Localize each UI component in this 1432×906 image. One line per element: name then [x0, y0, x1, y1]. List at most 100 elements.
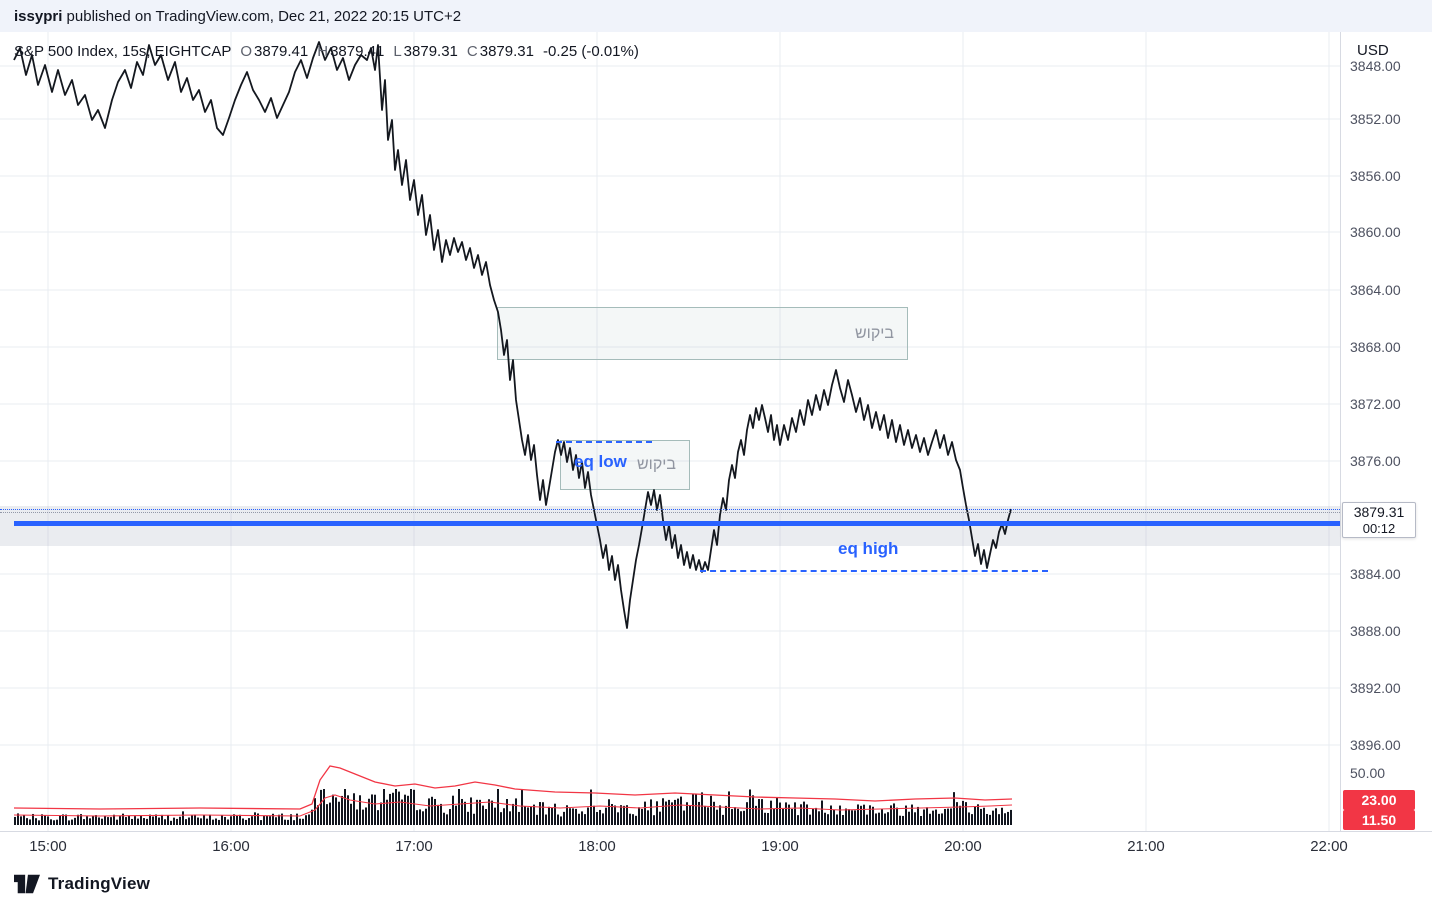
- volume-bar: [290, 814, 292, 825]
- volume-bar: [557, 814, 559, 825]
- volume-bar: [635, 815, 637, 825]
- volume-bar: [707, 807, 709, 825]
- volume-bar: [599, 809, 601, 825]
- volume-bar: [398, 791, 400, 825]
- volume-ma-line-2: [13, 794, 1013, 817]
- volume-bar: [83, 819, 85, 825]
- price-scale[interactable]: USD 3879.31 00:12 3848.00 3852.00 3856.00 3…: [1340, 32, 1432, 831]
- volume-bar: [428, 798, 430, 825]
- volume-bar: [104, 816, 106, 825]
- price-tick: 3856.00: [1350, 168, 1401, 184]
- volume-bar: [377, 810, 379, 825]
- volume-bar: [56, 819, 58, 825]
- horizontal-line-drawing[interactable]: [14, 521, 1340, 526]
- chart-canvas[interactable]: ביקוש ביקוש eq low eq high S&P 500 Index…: [0, 32, 1340, 831]
- volume-bar: [917, 806, 919, 825]
- volume-bar: [452, 795, 454, 825]
- bar-countdown: 00:12: [1362, 521, 1396, 536]
- volume-bar: [893, 803, 895, 825]
- volume-bar: [296, 813, 298, 825]
- volume-bar: [200, 818, 202, 825]
- volume-bar: [389, 793, 391, 825]
- volume-bar: [995, 808, 997, 825]
- volume-bar: [977, 804, 979, 825]
- volume-bar: [443, 812, 445, 825]
- volume-bar: [1010, 809, 1012, 825]
- volume-bar: [713, 801, 715, 825]
- volume-bar: [671, 802, 673, 825]
- volume-bar: [911, 804, 913, 825]
- volume-bar: [338, 801, 340, 825]
- volume-bar: [884, 813, 886, 825]
- volume-bar: [551, 807, 553, 825]
- volume-bar: [800, 804, 802, 825]
- volume-bar: [932, 810, 934, 825]
- volume-bar: [809, 814, 811, 825]
- volume-bar: [734, 807, 736, 825]
- price-tick: 3852.00: [1350, 111, 1401, 127]
- volume-bar: [821, 800, 823, 825]
- volume-bar: [947, 808, 949, 825]
- volume-bar: [851, 810, 853, 825]
- volume-bar: [710, 795, 712, 825]
- symbol-title[interactable]: S&P 500 Index, 15s, EIGHTCAP: [14, 43, 232, 60]
- demand-zone-label-small: ביקוש: [637, 456, 676, 473]
- volume-bar: [281, 813, 283, 825]
- volume-bar: [341, 795, 343, 825]
- volume-bar: [209, 814, 211, 825]
- volume-bar: [89, 818, 91, 825]
- eq-high-dashed-line[interactable]: [700, 570, 1048, 572]
- volume-bar: [515, 798, 517, 825]
- time-tick: 19:00: [761, 838, 799, 855]
- demand-zone-box-large[interactable]: [497, 307, 908, 360]
- time-tick: 17:00: [395, 838, 433, 855]
- volume-bar: [746, 802, 748, 825]
- price-tick: 3884.00: [1350, 566, 1401, 582]
- volume-bar: [362, 809, 364, 825]
- volume-bar: [506, 799, 508, 825]
- volume-bar: [179, 816, 181, 825]
- chart-legend[interactable]: S&P 500 Index, 15s, EIGHTCAP O 3879.41 H 387…: [14, 43, 639, 60]
- volume-bar: [953, 792, 955, 825]
- volume-bar: [860, 805, 862, 825]
- volume-bar: [863, 804, 865, 825]
- volume-bar: [542, 802, 544, 825]
- brand-wordmark[interactable]: TradingView: [48, 873, 151, 893]
- volume-bar: [626, 805, 628, 825]
- volume-bar: [26, 818, 28, 825]
- eq-low-dashed-line[interactable]: [556, 441, 652, 443]
- volume-bar: [752, 795, 754, 825]
- volume-bar: [680, 796, 682, 825]
- volume-bar: [827, 814, 829, 825]
- volume-bar: [767, 812, 769, 825]
- volume-bar: [914, 812, 916, 825]
- volume-bar: [29, 819, 31, 825]
- volume-bar: [383, 789, 385, 825]
- volume-bar: [791, 808, 793, 825]
- volume-bar: [107, 817, 109, 825]
- volume-bar: [485, 809, 487, 825]
- volume-bar: [779, 802, 781, 825]
- volume-bar: [866, 814, 868, 825]
- volume-bar: [665, 801, 667, 825]
- volume-bar: [329, 802, 331, 825]
- volume-bar: [908, 811, 910, 825]
- volume-bar: [464, 801, 466, 825]
- volume-bar: [839, 805, 841, 825]
- time-axis[interactable]: 15:00 16:00 17:00 18:00 19:00 20:00 21:00 22:00: [0, 831, 1432, 861]
- volume-bar: [836, 814, 838, 825]
- volume-bar: [518, 811, 520, 825]
- tradingview-logo-icon[interactable]: [14, 874, 40, 894]
- volume-bar: [347, 795, 349, 825]
- volume-bar: [647, 810, 649, 825]
- demand-zone-box-small[interactable]: [560, 440, 690, 490]
- volume-bar: [482, 805, 484, 825]
- volume-bar: [386, 799, 388, 825]
- volume-bar: [242, 818, 244, 825]
- volume-bar: [881, 808, 883, 825]
- volume-bar: [251, 816, 253, 825]
- eq-low-label[interactable]: eq low: [574, 452, 627, 471]
- volume-bar: [941, 813, 943, 825]
- volume-bar: [872, 806, 874, 825]
- eq-high-label[interactable]: eq high: [838, 539, 899, 558]
